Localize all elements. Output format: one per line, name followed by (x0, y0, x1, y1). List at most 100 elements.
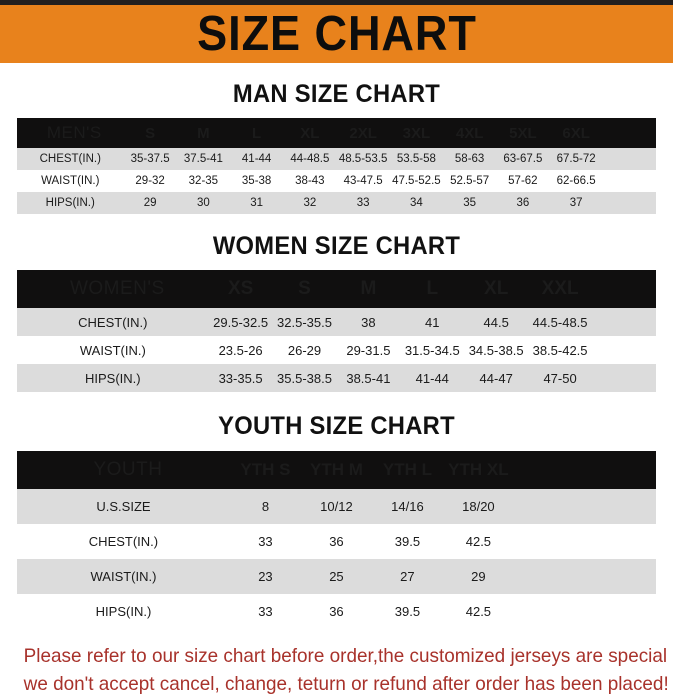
table-row: WAIST(IN.) 23.5-26 26-29 29-31.5 31.5-34.5 34… (17, 336, 656, 364)
table-cell-spacer (584, 524, 656, 559)
table-cell: 48.5-53.5 (336, 148, 390, 170)
table-cell: 44-47 (464, 364, 529, 392)
table-cell: 44.5 (464, 308, 529, 336)
page-title: SIZE CHART (196, 6, 477, 61)
size-chart-banner: SIZE CHART (0, 5, 673, 63)
table-cell: 38-43 (283, 170, 337, 192)
man-corner-label: MEN'S (17, 118, 124, 148)
disclaimer-line-1: Please refer to our size chart before or… (23, 645, 673, 667)
table-cell: 41-44 (230, 148, 284, 170)
table-cell-spacer (584, 559, 656, 594)
table-row: U.S.SIZE 8 10/12 14/16 18/20 (17, 489, 656, 524)
table-cell: 38.5-42.5 (528, 336, 593, 364)
table-cell: 27 (371, 559, 443, 594)
women-size-header-4: L (400, 270, 465, 308)
man-size-header-7: 4XL (443, 118, 497, 148)
youth-row-label: WAIST(IN.) (17, 559, 230, 594)
women-size-header-5: XL (464, 270, 529, 308)
table-cell: 35 (443, 192, 497, 214)
women-row-label: CHEST(IN.) (17, 308, 209, 336)
women-size-table: WOMEN'S XS S M L XL XXL CHEST(IN.) 29.5-32.5 32.5… (17, 270, 656, 392)
table-cell-spacer (584, 594, 656, 629)
table-cell: 33 (229, 524, 301, 559)
youth-header-spacer (584, 451, 656, 489)
women-size-header-1: XS (208, 270, 273, 308)
table-cell: 41-44 (400, 364, 465, 392)
table-cell: 29 (442, 559, 514, 594)
man-size-header-5: 2XL (336, 118, 390, 148)
man-row-label: WAIST(IN.) (17, 170, 124, 192)
table-cell-spacer (513, 524, 585, 559)
table-cell: 44.5-48.5 (528, 308, 593, 336)
table-cell: 42.5 (442, 524, 514, 559)
table-cell: 29-31.5 (336, 336, 401, 364)
table-cell: 25 (300, 559, 372, 594)
youth-section-title: YOUTH SIZE CHART (218, 412, 455, 440)
table-cell: 36 (496, 192, 550, 214)
youth-header-spacer (513, 451, 585, 489)
table-cell-spacer (592, 308, 656, 336)
table-cell: 8 (229, 489, 301, 524)
table-row: HIPS(IN.) 33 36 39.5 42.5 (17, 594, 656, 629)
table-cell: 33-35.5 (208, 364, 273, 392)
table-cell: 34.5-38.5 (464, 336, 529, 364)
women-header-spacer (592, 270, 656, 308)
table-cell: 35-38 (230, 170, 284, 192)
table-cell: 29.5-32.5 (208, 308, 273, 336)
table-cell-spacer (602, 148, 656, 170)
table-row: CHEST(IN.) 35-37.5 37.5-41 41-44 44-48.5 48.5… (17, 148, 656, 170)
table-cell: 31 (230, 192, 284, 214)
table-cell: 31.5-34.5 (400, 336, 465, 364)
table-cell: 32.5-35.5 (272, 308, 337, 336)
table-cell: 44-48.5 (283, 148, 337, 170)
table-cell: 36 (300, 524, 372, 559)
table-cell: 10/12 (300, 489, 372, 524)
table-cell: 35-37.5 (123, 148, 177, 170)
women-size-header-6: XXL (528, 270, 593, 308)
man-size-header-2: M (176, 118, 230, 148)
man-header-row: MEN'S S M L XL 2XL 3XL 4XL 5XL 6XL (17, 118, 656, 148)
table-row: CHEST(IN.) 29.5-32.5 32.5-35.5 38 41 44.5 44.5… (17, 308, 656, 336)
table-cell: 23 (229, 559, 301, 594)
table-cell: 38 (336, 308, 401, 336)
table-cell: 47.5-52.5 (389, 170, 443, 192)
table-cell: 30 (176, 192, 230, 214)
table-cell: 58-63 (443, 148, 497, 170)
table-cell: 52.5-57 (443, 170, 497, 192)
man-row-label: HIPS(IN.) (17, 192, 124, 214)
table-cell: 62-66.5 (549, 170, 603, 192)
table-cell: 14/16 (371, 489, 443, 524)
youth-size-header-4: YTH XL (442, 451, 514, 489)
table-cell: 34 (389, 192, 443, 214)
table-cell-spacer (584, 489, 656, 524)
table-cell-spacer (513, 559, 585, 594)
table-cell-spacer (602, 192, 656, 214)
table-cell: 39.5 (371, 524, 443, 559)
youth-size-header-1: YTH S (229, 451, 301, 489)
youth-corner-label: YOUTH (17, 451, 230, 489)
table-row: WAIST(IN.) 23 25 27 29 (17, 559, 656, 594)
youth-size-table: YOUTH YTH S YTH M YTH L YTH XL U.S.SIZE 8 10/12… (17, 451, 656, 629)
youth-row-label: CHEST(IN.) (17, 524, 230, 559)
youth-size-header-3: YTH L (371, 451, 443, 489)
table-cell: 43-47.5 (336, 170, 390, 192)
man-size-header-3: L (230, 118, 284, 148)
table-cell-spacer (513, 594, 585, 629)
table-cell-spacer (602, 170, 656, 192)
women-size-header-2: S (272, 270, 337, 308)
table-cell: 33 (229, 594, 301, 629)
youth-table-wrapper: YOUTH YTH S YTH M YTH L YTH XL U.S.SIZE 8 10/12… (17, 451, 656, 629)
table-cell: 33 (336, 192, 390, 214)
man-section-title: MAN SIZE CHART (232, 80, 441, 108)
table-cell: 67.5-72 (549, 148, 603, 170)
man-size-header-4: XL (283, 118, 337, 148)
table-cell: 18/20 (442, 489, 514, 524)
disclaimer-line-2: we don't accept cancel, change, teturn o… (23, 672, 669, 695)
table-cell-spacer (592, 336, 656, 364)
women-section-title: WOMEN SIZE CHART (212, 232, 461, 260)
table-cell: 63-67.5 (496, 148, 550, 170)
table-cell: 32 (283, 192, 337, 214)
table-cell: 37.5-41 (176, 148, 230, 170)
table-row: CHEST(IN.) 33 36 39.5 42.5 (17, 524, 656, 559)
